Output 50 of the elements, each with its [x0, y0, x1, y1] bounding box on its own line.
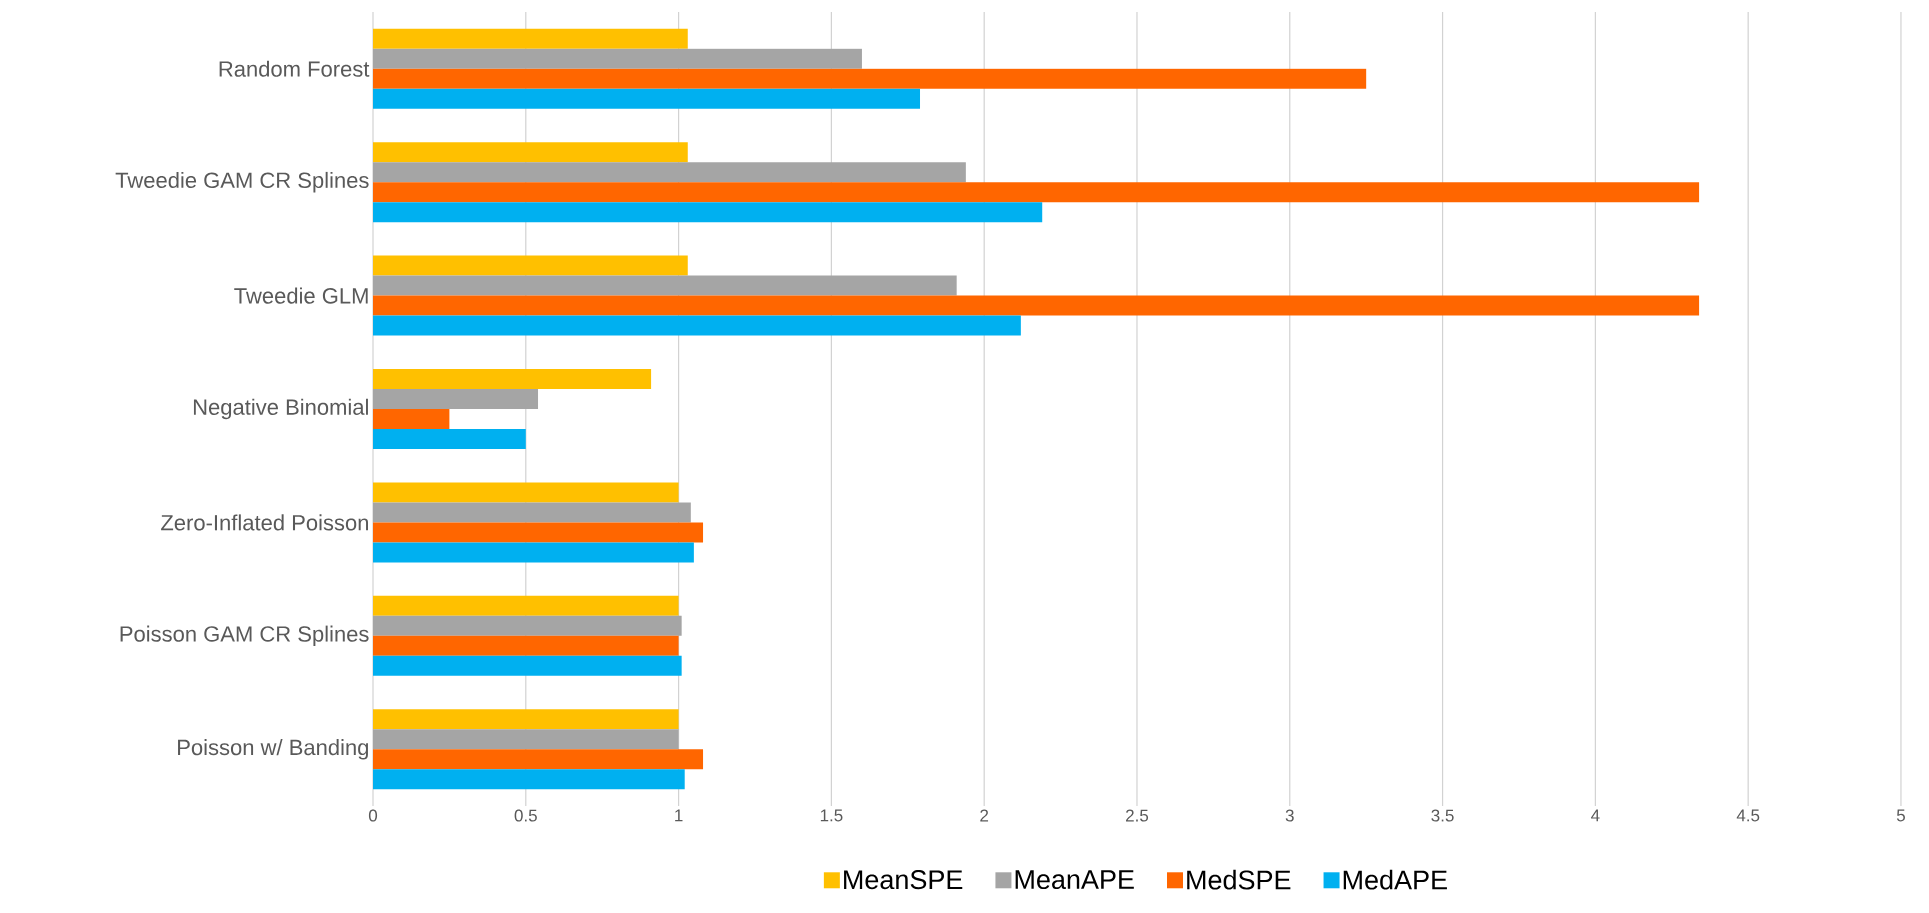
bar: [373, 162, 966, 183]
bar: [373, 749, 704, 770]
bar: [373, 88, 921, 109]
x-tick-label: 5: [1896, 809, 1905, 822]
bar: [373, 522, 704, 543]
bar: [373, 28, 688, 49]
x-tick-label: 1: [675, 809, 683, 822]
bar: [373, 202, 1043, 223]
bar: [373, 709, 679, 730]
bar: [373, 655, 682, 676]
legend-label: MedSPE: [1187, 869, 1291, 890]
bar: [373, 482, 679, 503]
bar: [373, 542, 694, 563]
x-tick-label: 3.5: [1431, 809, 1454, 822]
bar: [373, 275, 957, 296]
bar: [373, 635, 679, 656]
x-tick-label: 2.5: [1126, 809, 1149, 822]
x-tick-label: 4: [1591, 809, 1600, 822]
bar: [373, 182, 1700, 203]
x-tick-label: 4.5: [1736, 809, 1760, 822]
bar: [373, 615, 682, 636]
legend-label: MeanAPE: [1015, 870, 1134, 890]
x-tick-label: 2: [980, 809, 989, 822]
y-tick-label: Poisson GAM CR Splines: [120, 625, 369, 647]
bar: [373, 729, 679, 750]
bar: [373, 315, 1021, 336]
bar: [373, 595, 679, 616]
legend-label: MedAPE: [1343, 869, 1447, 890]
y-tick-label: Poisson w/ Banding: [178, 739, 369, 760]
bar: [373, 48, 862, 69]
x-tick-label: 3: [1285, 809, 1294, 822]
x-tick-label: 0: [368, 809, 378, 822]
bar: [373, 429, 526, 450]
legend-label: MeanSPE: [844, 870, 963, 890]
x-tick-label: 1.5: [820, 809, 843, 822]
y-tick-label: Tweedie GAM CR Splines: [115, 171, 369, 193]
y-tick-label: Random Forest: [219, 60, 370, 77]
y-tick-label: Negative Binomial: [193, 398, 368, 420]
bar: [373, 502, 691, 523]
bar: [373, 68, 1367, 89]
bar: [373, 409, 450, 430]
bar: [373, 142, 688, 163]
y-tick-label: Zero-Inflated Poisson: [161, 514, 368, 531]
x-tick-label: 0.5: [514, 809, 537, 822]
bar: [373, 389, 539, 410]
bar: [373, 255, 688, 276]
bar: [373, 369, 652, 390]
y-tick-label: Tweedie GLM: [234, 287, 368, 304]
bar: [373, 769, 685, 790]
bar: [373, 295, 1700, 316]
